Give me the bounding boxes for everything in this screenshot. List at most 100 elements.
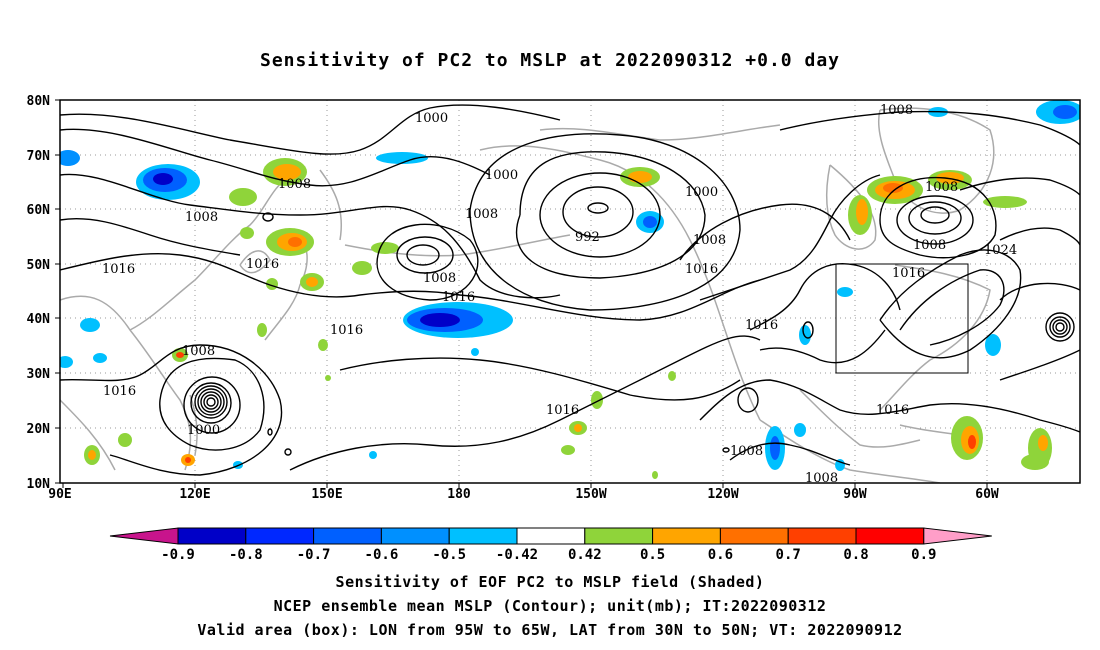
colorbar-label: 0.6 [708, 547, 733, 563]
caption-line-1: Sensitivity of EOF PC2 to MSLP field (Sh… [335, 573, 765, 591]
pos-blob [288, 237, 302, 247]
colorbar-label: 0.5 [640, 547, 665, 563]
contour-label: 1008 [185, 210, 218, 225]
colorbar-over-triangle [923, 527, 992, 545]
colorbar-swatch [245, 527, 315, 545]
colorbar-label: -0.42 [496, 547, 538, 563]
colorbar-swatch [719, 527, 789, 545]
contour-label: 1008 [465, 207, 498, 222]
pos-blob [883, 183, 903, 193]
pos-blob [318, 339, 328, 351]
pos-blob [968, 435, 976, 449]
lon-label: 120E [179, 487, 210, 502]
contour-label: 1000 [485, 168, 518, 183]
lat-label: 10N [27, 477, 51, 492]
neg-blob [420, 313, 460, 327]
contour-label: 1008 [925, 180, 958, 195]
pos-blob [306, 277, 318, 287]
caption-line-2: NCEP ensemble mean MSLP (Contour); unit(… [273, 597, 827, 615]
colorbar-under-triangle [109, 527, 179, 545]
neg-blob [376, 152, 428, 164]
pos-blob [257, 323, 267, 337]
pos-blob [652, 471, 658, 479]
pos-blob [591, 391, 603, 409]
contour-label: 1016 [102, 262, 135, 277]
contour-label: 1016 [745, 318, 778, 333]
lat-label: 20N [27, 422, 51, 437]
colorbar-label: -0.6 [365, 547, 399, 563]
neg-blob [799, 325, 811, 345]
pos-blob [1021, 454, 1049, 470]
contour-label: 1016 [330, 323, 363, 338]
shaded-sensitivity [60, 100, 1080, 479]
colorbar-label: 0.42 [568, 547, 602, 563]
contour-label: 1008 [278, 177, 311, 192]
valid-area-box [835, 263, 969, 374]
contour-label: 1016 [892, 266, 925, 281]
pos-blob [273, 164, 301, 180]
contour-labels: 1000 1000 1000 1000 1008 1008 1008 1008 … [102, 103, 1017, 486]
neg-blob [60, 356, 73, 368]
contour-label: 1008 [423, 271, 456, 286]
contour-label: 1016 [103, 384, 136, 399]
contour-label: 1016 [685, 262, 718, 277]
neg-blob [985, 334, 1001, 356]
neg-blob [794, 423, 806, 437]
contour-label: 1016 [546, 403, 579, 418]
lon-axis: 90E 120E 150E 180 150W 120W 90W 60W [48, 487, 999, 502]
caption-line-3: Valid area (box): LON from 95W to 65W, L… [197, 621, 903, 639]
pos-blob [983, 196, 1027, 208]
colorbar-swatch [313, 527, 382, 545]
colorbar-swatch [584, 527, 654, 545]
contour-label: 1000 [685, 185, 718, 200]
colorbar-swatch [448, 527, 518, 545]
pos-blob [369, 451, 377, 459]
lon-label: 150W [575, 487, 606, 502]
pos-blob [185, 457, 191, 463]
lon-label: 120W [707, 487, 738, 502]
neg-blob [770, 436, 780, 460]
pos-blob [352, 261, 372, 275]
pos-blob [1038, 435, 1048, 451]
pos-blob [471, 348, 479, 356]
neg-blob [1053, 105, 1077, 119]
mslp-contours [60, 104, 1080, 476]
colorbar-swatch [855, 527, 925, 545]
contour-label: 1008 [693, 233, 726, 248]
neg-blob [835, 459, 845, 471]
map-frame [60, 100, 1080, 483]
colorbar-swatch [516, 527, 586, 545]
neg-blob [643, 216, 657, 228]
contour-label: 1016 [876, 403, 909, 418]
contour-label: 1008 [730, 444, 763, 459]
lon-label: 180 [447, 487, 471, 502]
contour-label: 1016 [442, 290, 475, 305]
lat-label: 70N [27, 149, 51, 164]
lon-label: 90W [843, 487, 867, 502]
pos-blob [668, 371, 676, 381]
pos-blob [240, 227, 254, 239]
colorbar-swatch [652, 527, 721, 545]
pos-blob [176, 352, 184, 358]
neg-blob [153, 173, 173, 185]
contour-label: 1008 [182, 344, 215, 359]
colorbar-swatch [787, 527, 857, 545]
pos-blob [371, 242, 399, 254]
pos-blob [574, 424, 582, 432]
pos-blob [628, 171, 652, 183]
lat-label: 30N [27, 367, 51, 382]
contour-label: 1016 [246, 257, 279, 272]
plot-title: Sensitivity of PC2 to MSLP at 2022090312… [259, 50, 840, 71]
contour-label: 1008 [880, 103, 913, 118]
lon-label: 60W [975, 487, 999, 502]
lat-label: 40N [27, 312, 51, 327]
lon-label: 150E [311, 487, 342, 502]
pos-blob [118, 433, 132, 447]
neg-blob [60, 150, 80, 166]
colorbar-label: -0.9 [161, 547, 195, 563]
pos-blob [856, 199, 868, 225]
lat-axis: 80N 70N 60N 50N 40N 30N 20N 10N [27, 94, 51, 492]
neg-blob [837, 287, 853, 297]
neg-blob [80, 318, 100, 332]
